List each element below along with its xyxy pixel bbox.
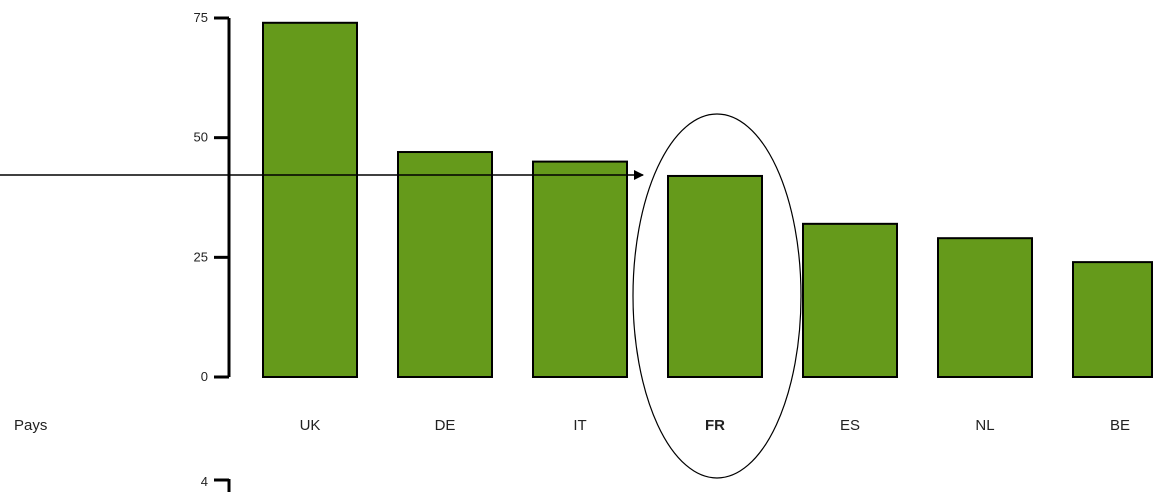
x-axis-labels: Pays UK DE IT FR ES NL BE <box>14 417 1130 434</box>
x-label-de: DE <box>435 417 456 434</box>
secondary-axis-stub: 4 <box>201 474 231 492</box>
x-label-be: BE <box>1110 417 1130 434</box>
highlight-ellipse <box>632 113 802 479</box>
bar-uk <box>262 21 358 379</box>
x-axis-title: Pays <box>14 417 47 434</box>
y-tick-label-75: 75 <box>194 10 208 25</box>
y-tick-label-0: 0 <box>201 369 208 384</box>
x-label-it: IT <box>573 417 586 434</box>
y-tick-label-25: 25 <box>194 249 208 264</box>
x-label-nl: NL <box>975 417 994 434</box>
x-label-uk: UK <box>300 417 321 434</box>
secondary-axis-tick-label: 4 <box>201 474 208 489</box>
y-tick-label-50: 50 <box>194 130 208 145</box>
bar-de <box>397 151 493 378</box>
annotations <box>0 113 802 479</box>
bar-nl <box>937 237 1033 378</box>
x-label-es: ES <box>840 417 860 434</box>
bar-fr <box>667 174 763 378</box>
bars <box>262 21 1153 379</box>
bar-it <box>532 160 628 378</box>
x-label-fr: FR <box>705 417 725 434</box>
bar-es <box>802 222 898 378</box>
bar-be <box>1072 261 1153 378</box>
y-axis: 0 25 50 75 <box>194 10 231 384</box>
